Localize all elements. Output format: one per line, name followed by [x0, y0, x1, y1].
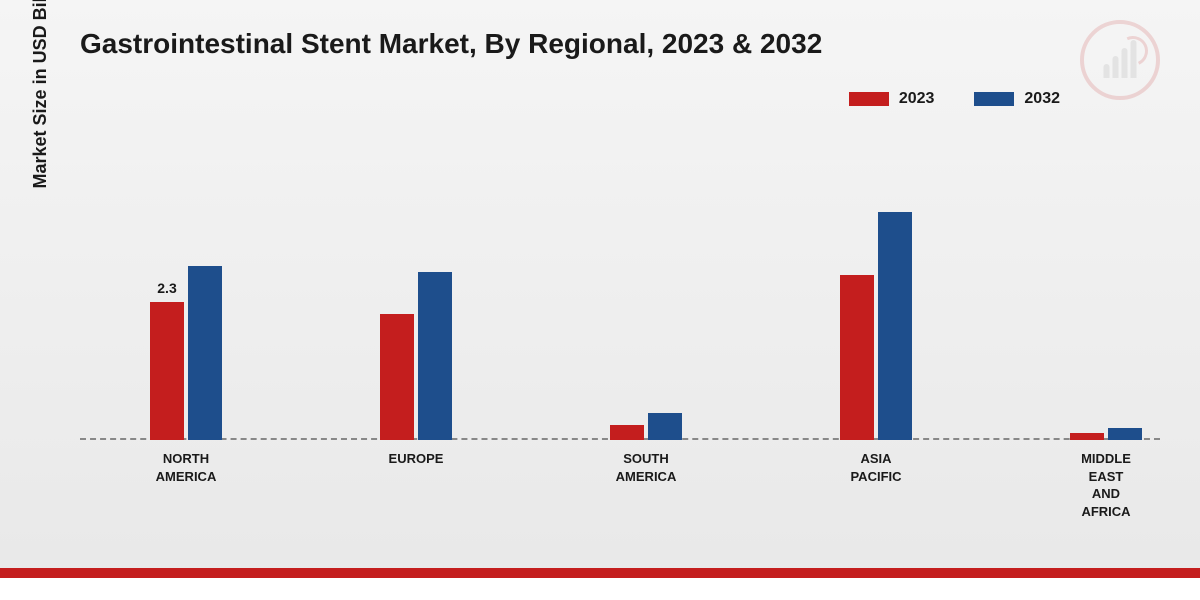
chart-title: Gastrointestinal Stent Market, By Region… [80, 28, 822, 60]
legend-label-2023: 2023 [899, 90, 935, 108]
bar-group [840, 212, 912, 440]
bar-group [1070, 428, 1142, 440]
x-axis-label: EUROPE [389, 450, 444, 468]
footer-white [0, 578, 1200, 600]
x-axis-label: NORTH AMERICA [156, 450, 217, 485]
footer-red-stripe [0, 568, 1200, 578]
x-axis-label: SOUTH AMERICA [616, 450, 677, 485]
bar-2023 [150, 302, 184, 440]
bar-2023 [840, 275, 874, 440]
legend-item-2023: 2023 [849, 90, 935, 108]
bar-2032 [648, 413, 682, 440]
legend-label-2032: 2032 [1024, 90, 1060, 108]
bar-2032 [418, 272, 452, 440]
legend-swatch-2023 [849, 92, 889, 106]
bar-2023 [380, 314, 414, 440]
bar-2032 [1108, 428, 1142, 440]
legend-item-2032: 2032 [974, 90, 1060, 108]
bar-group [380, 272, 452, 440]
bar-2032 [878, 212, 912, 440]
bar-group [610, 413, 682, 440]
x-axis-labels: NORTH AMERICA EUROPE SOUTH AMERICA ASIA PAC… [80, 450, 1160, 550]
data-label: 2.3 [157, 280, 176, 296]
chart-area: 2.3 [80, 140, 1160, 440]
legend-swatch-2032 [974, 92, 1014, 106]
x-axis-label: ASIA PACIFIC [850, 450, 901, 485]
legend: 2023 2032 [849, 90, 1060, 108]
x-axis-label: MIDDLE EAST AND AFRICA [1081, 450, 1131, 520]
y-axis-label: Market Size in USD Billion [30, 0, 51, 188]
watermark-logo [1080, 20, 1160, 100]
bar-2023 [610, 425, 644, 440]
bar-2023 [1070, 433, 1104, 440]
bar-2032 [188, 266, 222, 440]
